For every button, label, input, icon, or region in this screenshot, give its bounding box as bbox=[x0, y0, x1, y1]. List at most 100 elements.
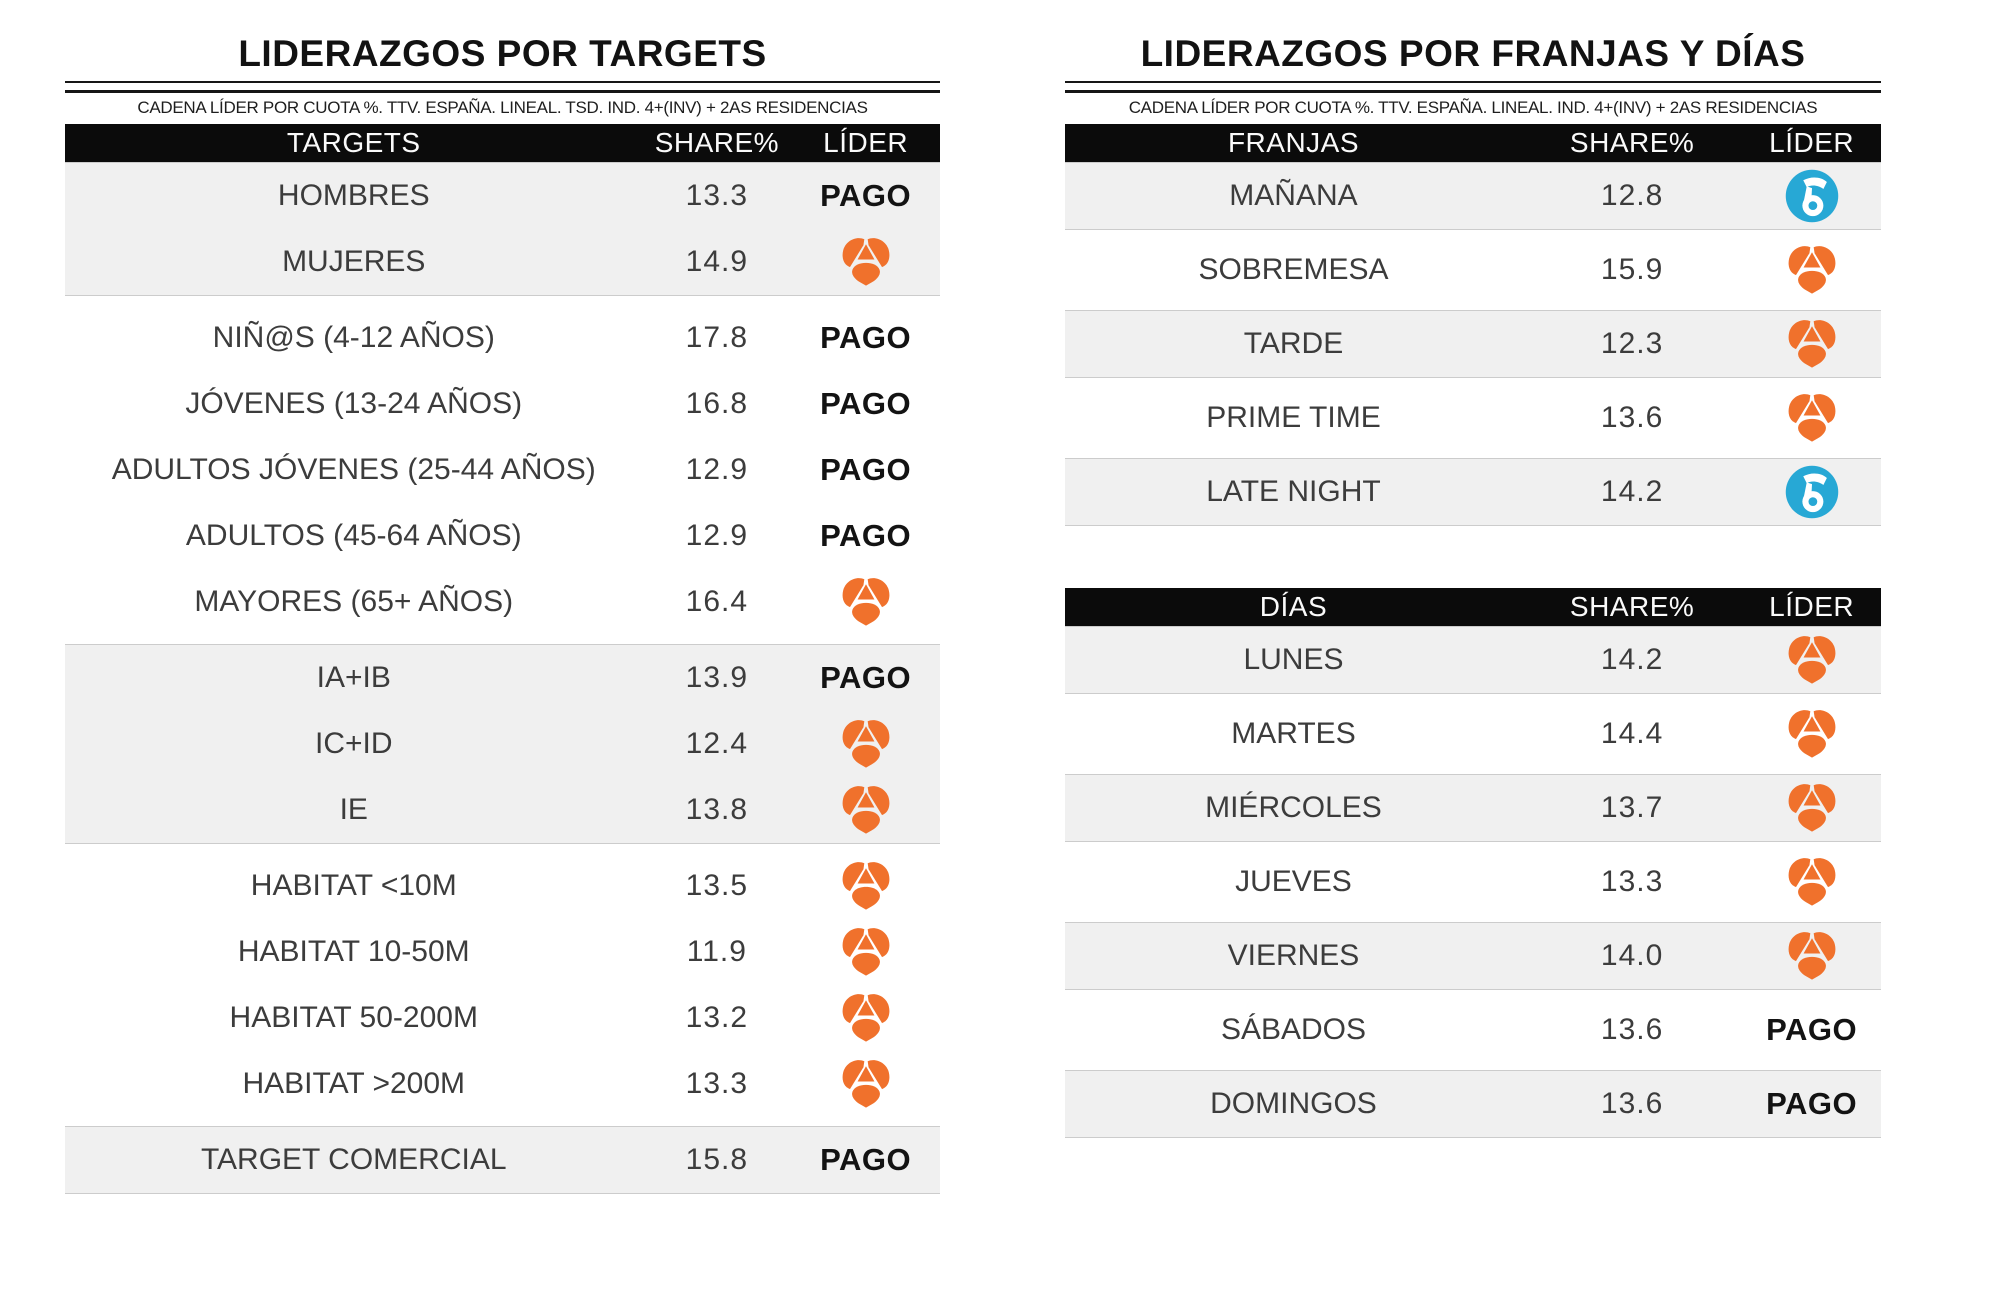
leader-cell: PAGO bbox=[791, 645, 940, 711]
row-label: SOBREMESA bbox=[1198, 253, 1389, 286]
share-value: 12.9 bbox=[685, 519, 749, 552]
antena3-logo bbox=[842, 720, 890, 768]
row-label: HOMBRES bbox=[277, 179, 430, 212]
leader-cell bbox=[1742, 923, 1881, 989]
share-value: 14.0 bbox=[1600, 939, 1664, 972]
row-label: HABITAT >200M bbox=[242, 1067, 466, 1100]
share-value: 17.8 bbox=[685, 321, 749, 354]
leader-cell bbox=[791, 919, 940, 985]
pago-leader-label: PAGO bbox=[820, 452, 912, 487]
table-row: SOBREMESA 15.9 bbox=[1065, 237, 1881, 303]
telecinco-logo bbox=[1785, 465, 1838, 519]
leader-cell: PAGO bbox=[791, 1127, 940, 1193]
targets-header-row: TARGETS SHARE% LÍDER bbox=[65, 124, 940, 162]
row-label: MIÉRCOLES bbox=[1205, 791, 1382, 824]
share-value: 14.2 bbox=[1600, 643, 1664, 676]
antena3-logo bbox=[842, 994, 890, 1042]
share-value: 13.6 bbox=[1600, 401, 1664, 434]
row-label: ADULTOS (45-64 AÑOS) bbox=[185, 519, 522, 552]
antena3-logo bbox=[1788, 246, 1836, 294]
table-row: MIÉRCOLES 13.7 bbox=[1065, 774, 1881, 842]
row-label: JUEVES bbox=[1235, 865, 1352, 898]
share-value: 16.8 bbox=[685, 387, 749, 420]
share-value: 13.8 bbox=[685, 793, 749, 826]
column-header-share: SHARE% bbox=[654, 127, 780, 158]
table-row: MAÑANA 12.8 bbox=[1065, 162, 1881, 230]
row-label: HABITAT 50-200M bbox=[229, 1001, 478, 1034]
table-row: VIERNES 14.0 bbox=[1065, 922, 1881, 990]
leader-cell bbox=[791, 853, 940, 919]
table-row: JUEVES 13.3 bbox=[1065, 849, 1881, 915]
pago-leader-label: PAGO bbox=[820, 178, 912, 213]
table-row: HABITAT 10-50M 11.9 bbox=[65, 919, 940, 985]
leader-cell: PAGO bbox=[1742, 1071, 1881, 1137]
table-row: IE 13.8 bbox=[65, 777, 940, 843]
leader-cell bbox=[1742, 849, 1881, 915]
column-header-share: SHARE% bbox=[1569, 127, 1695, 158]
leader-cell bbox=[791, 777, 940, 843]
table-row: MARTES 14.4 bbox=[1065, 701, 1881, 767]
share-value: 13.5 bbox=[685, 869, 749, 902]
shaded-row-group: IA+IB 13.9 PAGO IC+ID 12.4 IE 13.8 bbox=[65, 644, 940, 844]
pago-leader-label: PAGO bbox=[820, 518, 912, 553]
row-group: NIÑ@S (4-12 AÑOS) 17.8 PAGO JÓVENES (13-24 … bbox=[65, 305, 940, 635]
share-value: 13.2 bbox=[685, 1001, 749, 1034]
share-value: 14.4 bbox=[1600, 717, 1664, 750]
leader-cell bbox=[1742, 163, 1881, 229]
column-header-franjas: FRANJAS bbox=[1227, 127, 1360, 158]
pago-leader-label: PAGO bbox=[1766, 1012, 1858, 1047]
shaded-row-group: HOMBRES 13.3 PAGO MUJERES 14.9 bbox=[65, 162, 940, 296]
row-label: SÁBADOS bbox=[1220, 1013, 1366, 1046]
pago-leader-label: PAGO bbox=[820, 660, 912, 695]
leader-cell bbox=[1742, 627, 1881, 693]
column-header-share: SHARE% bbox=[1569, 591, 1695, 622]
antena3-logo bbox=[1788, 784, 1836, 832]
table-row: HABITAT 50-200M 13.2 bbox=[65, 985, 940, 1051]
antena3-logo bbox=[842, 238, 890, 286]
franjas-dias-table-title: LIDERAZGOS POR FRANJAS Y DÍAS bbox=[1140, 33, 1806, 74]
pago-leader-label: PAGO bbox=[820, 1142, 912, 1177]
title-rule bbox=[1065, 81, 1881, 93]
row-label: ADULTOS JÓVENES (25-44 AÑOS) bbox=[111, 453, 596, 486]
row-label: IC+ID bbox=[314, 727, 393, 760]
leader-cell bbox=[1742, 775, 1881, 841]
pago-leader-label: PAGO bbox=[820, 386, 912, 421]
row-label: MAYORES (65+ AÑOS) bbox=[194, 585, 514, 618]
franjas-dias-table-subtitle: CADENA LÍDER POR CUOTA %. TTV. ESPAÑA. L… bbox=[1128, 98, 1818, 117]
table-row: ADULTOS (45-64 AÑOS) 12.9 PAGO bbox=[65, 503, 940, 569]
leader-cell bbox=[1742, 237, 1881, 303]
antena3-logo bbox=[1788, 932, 1836, 980]
table-row: JÓVENES (13-24 AÑOS) 16.8 PAGO bbox=[65, 371, 940, 437]
dias-table-body: LUNES 14.2 MARTES 14.4 MIÉRCOLES 13.7 JUEVES 13… bbox=[1065, 626, 1881, 1138]
column-header-lider: LÍDER bbox=[1769, 591, 1855, 622]
table-row: PRIME TIME 13.6 bbox=[1065, 385, 1881, 451]
targets-table-subtitle: CADENA LÍDER POR CUOTA %. TTV. ESPAÑA. L… bbox=[137, 98, 868, 117]
antena3-logo bbox=[1788, 636, 1836, 684]
table-row: LATE NIGHT 14.2 bbox=[1065, 458, 1881, 526]
share-value: 14.2 bbox=[1600, 475, 1664, 508]
telecinco-logo bbox=[1785, 169, 1838, 223]
share-value: 12.9 bbox=[685, 453, 749, 486]
leader-cell bbox=[1742, 385, 1881, 451]
row-label: HABITAT 10-50M bbox=[237, 935, 470, 968]
table-row: HOMBRES 13.3 PAGO bbox=[65, 163, 940, 229]
leader-cell: PAGO bbox=[791, 371, 940, 437]
row-label: LATE NIGHT bbox=[1206, 475, 1381, 508]
table-row: IC+ID 12.4 bbox=[65, 711, 940, 777]
table-row: HABITAT >200M 13.3 bbox=[65, 1051, 940, 1117]
row-label: HABITAT <10M bbox=[250, 869, 457, 902]
leader-cell bbox=[791, 985, 940, 1051]
share-value: 13.3 bbox=[685, 1067, 749, 1100]
leader-cell bbox=[1742, 459, 1881, 525]
antena3-logo bbox=[842, 786, 890, 834]
row-label: DOMINGOS bbox=[1210, 1087, 1377, 1120]
antena3-logo bbox=[1788, 710, 1836, 758]
leader-cell bbox=[791, 711, 940, 777]
share-value: 13.3 bbox=[1600, 865, 1664, 898]
column-header-lider: LÍDER bbox=[1769, 127, 1855, 158]
leader-cell bbox=[791, 569, 940, 635]
row-label: IA+IB bbox=[316, 661, 391, 694]
table-row: LUNES 14.2 bbox=[1065, 626, 1881, 694]
antena3-logo bbox=[1788, 320, 1836, 368]
table-row: MUJERES 14.9 bbox=[65, 229, 940, 295]
